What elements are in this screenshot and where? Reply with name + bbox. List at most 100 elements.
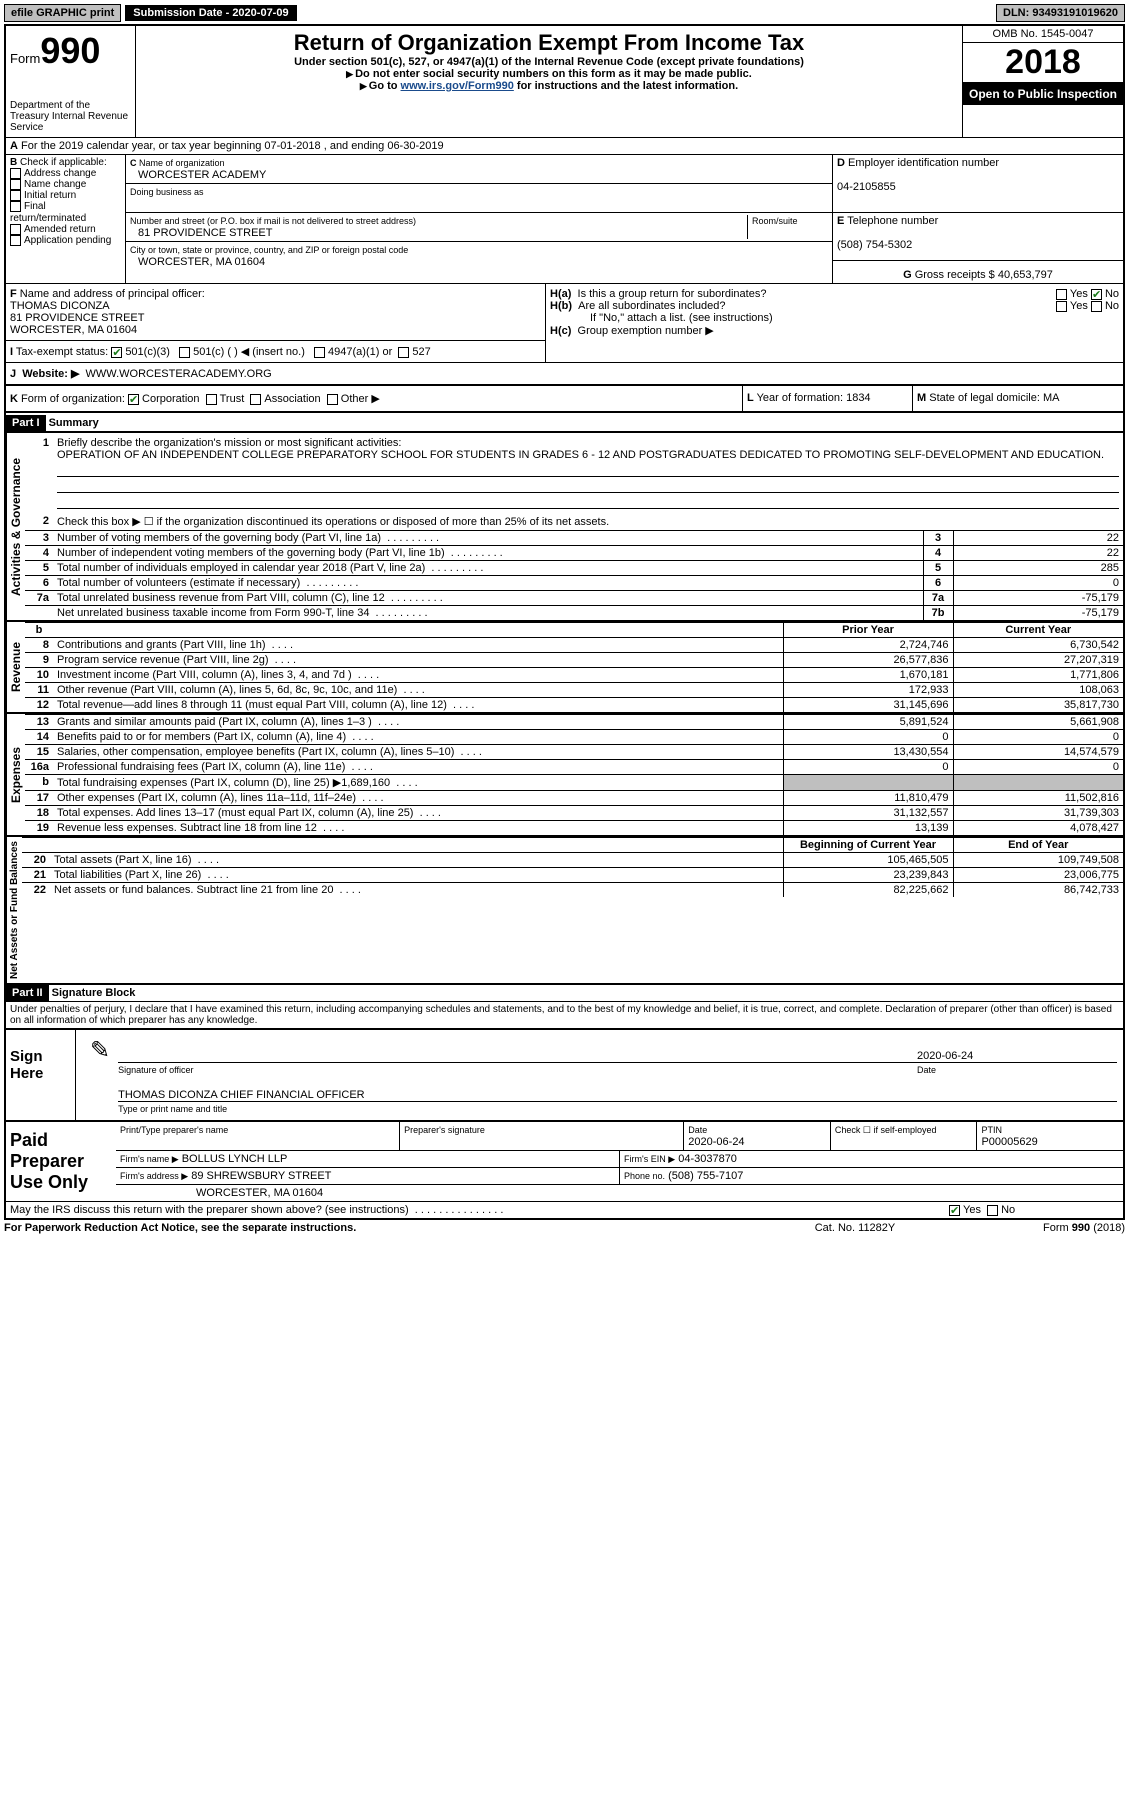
part-1-header: Part I (6, 415, 46, 431)
chk-amended[interactable] (10, 224, 21, 235)
table-row: 15Salaries, other compensation, employee… (25, 745, 1123, 760)
org-city: WORCESTER, MA 01604 (130, 256, 265, 268)
part-1: Part I Summary (6, 413, 1123, 431)
dln: DLN: 93493191019620 (996, 4, 1125, 22)
signature-pen-icon: ✎ (82, 1036, 118, 1114)
chk-final-return[interactable] (10, 201, 21, 212)
irs-link[interactable]: www.irs.gov/Form990 (401, 80, 514, 92)
section-bcdeg: B Check if applicable: Address change Na… (6, 155, 1123, 284)
chk-other[interactable] (327, 394, 338, 405)
chk-hb-yes[interactable] (1056, 301, 1067, 312)
table-row: bTotal fundraising expenses (Part IX, co… (25, 775, 1123, 791)
omb-number: OMB No. 1545-0047 (963, 26, 1123, 43)
col-b-checkboxes: B Check if applicable: Address change Na… (6, 155, 126, 283)
table-row: 16aProfessional fundraising fees (Part I… (25, 760, 1123, 775)
sidetab-exp: Expenses (6, 714, 25, 835)
website: WWW.WORCESTERACADEMY.ORG (86, 368, 272, 380)
efile-print-button[interactable]: efile GRAPHIC print (4, 4, 121, 22)
officer-name: THOMAS DICONZA (10, 300, 110, 312)
sidetab-net: Net Assets or Fund Balances (6, 837, 22, 983)
phone: (508) 754-5302 (837, 239, 912, 251)
firm-ein: 04-3037870 (678, 1153, 737, 1165)
chk-527[interactable] (398, 347, 409, 358)
chk-name-change[interactable] (10, 179, 21, 190)
revenue-table: bPrior YearCurrent Year 8Contributions a… (25, 622, 1123, 712)
row-klm: K Form of organization: Corporation Trus… (6, 386, 1123, 413)
part-2-title: Signature Block (52, 987, 136, 999)
submission-date: Submission Date - 2020-07-09 (125, 5, 296, 21)
perjury-statement: Under penalties of perjury, I declare th… (6, 1001, 1123, 1028)
org-street: 81 PROVIDENCE STREET (130, 227, 272, 239)
table-row: 7aTotal unrelated business revenue from … (25, 591, 1123, 606)
open-to-public: Open to Public Inspection (963, 83, 1123, 105)
row-j-website: J Website: ▶ WWW.WORCESTERACADEMY.ORG (6, 363, 1123, 386)
activities-governance: Activities & Governance 1 Briefly descri… (6, 431, 1123, 620)
sidetab-ag: Activities & Governance (6, 433, 25, 620)
table-row: 14Benefits paid to or for members (Part … (25, 730, 1123, 745)
chk-app-pending[interactable] (10, 235, 21, 246)
mission-text: OPERATION OF AN INDEPENDENT COLLEGE PREP… (57, 449, 1104, 461)
firm-name: BOLLUS LYNCH LLP (182, 1153, 288, 1165)
ptin: P00005629 (981, 1136, 1037, 1148)
row-i-tax-exempt: I Tax-exempt status: 501(c)(3) 501(c) ( … (6, 340, 545, 362)
officer-street: 81 PROVIDENCE STREET (10, 312, 144, 324)
firm-address: 89 SHREWSBURY STREET (191, 1170, 331, 1182)
table-row: 9Program service revenue (Part VIII, lin… (25, 653, 1123, 668)
table-row: 5Total number of individuals employed in… (25, 561, 1123, 576)
form-header: Form990 Department of the Treasury Inter… (6, 26, 1123, 138)
chk-4947[interactable] (314, 347, 325, 358)
net-assets-section: Net Assets or Fund Balances Beginning of… (6, 835, 1123, 985)
table-row: 19Revenue less expenses. Subtract line 1… (25, 821, 1123, 836)
table-row: Net unrelated business taxable income fr… (25, 606, 1123, 621)
revenue-section: Revenue bPrior YearCurrent Year 8Contrib… (6, 620, 1123, 712)
row-a-tax-year: A For the 2019 calendar year, or tax yea… (6, 138, 1123, 155)
officer-city: WORCESTER, MA 01604 (10, 324, 137, 336)
chk-corp[interactable] (128, 394, 139, 405)
form-990: Form990 Department of the Treasury Inter… (4, 24, 1125, 1220)
expenses-table: 13Grants and similar amounts paid (Part … (25, 714, 1123, 835)
chk-trust[interactable] (206, 394, 217, 405)
tax-year: 2018 (963, 43, 1123, 83)
chk-discuss-no[interactable] (987, 1205, 998, 1216)
chk-address-change[interactable] (10, 168, 21, 179)
table-row: 12Total revenue—add lines 8 through 11 (… (25, 698, 1123, 713)
table-row: 20Total assets (Part X, line 16) . . . .… (22, 853, 1123, 868)
table-row: 17Other expenses (Part IX, column (A), l… (25, 791, 1123, 806)
form-number: Form990 (10, 30, 131, 72)
table-row: 10Investment income (Part VIII, column (… (25, 668, 1123, 683)
discuss-row: May the IRS discuss this return with the… (6, 1201, 1123, 1218)
part-2: Part II Signature Block (6, 985, 1123, 1001)
chk-ha-yes[interactable] (1056, 289, 1067, 300)
firm-phone: (508) 755-7107 (668, 1170, 743, 1182)
table-row: 8Contributions and grants (Part VIII, li… (25, 638, 1123, 653)
signature-block: Sign Here ✎ 2020-06-24 Signature of offi… (6, 1028, 1123, 1120)
chk-initial-return[interactable] (10, 190, 21, 201)
table-row: 18Total expenses. Add lines 13–17 (must … (25, 806, 1123, 821)
table-row: 6Total number of volunteers (estimate if… (25, 576, 1123, 591)
section-fh: F Name and address of principal officer:… (6, 284, 1123, 363)
ag-table: 3Number of voting members of the governi… (25, 530, 1123, 620)
chk-assoc[interactable] (250, 394, 261, 405)
sig-date: 2020-06-24 (917, 1050, 1117, 1062)
table-row: 21Total liabilities (Part X, line 26) . … (22, 868, 1123, 883)
top-bar: efile GRAPHIC print Submission Date - 20… (4, 4, 1125, 22)
table-row: 4Number of independent voting members of… (25, 546, 1123, 561)
form-subtitle-3: Go to www.irs.gov/Form990 for instructio… (140, 80, 958, 92)
part-1-title: Summary (49, 417, 99, 429)
chk-ha-no[interactable] (1091, 289, 1102, 300)
ein: 04-2105855 (837, 181, 896, 193)
gross-receipts: 40,653,797 (998, 269, 1053, 281)
chk-501c[interactable] (179, 347, 190, 358)
chk-501c3[interactable] (111, 347, 122, 358)
chk-hb-no[interactable] (1091, 301, 1102, 312)
footer: For Paperwork Reduction Act Notice, see … (4, 1220, 1125, 1234)
firm-city: WORCESTER, MA 01604 (116, 1185, 1123, 1201)
table-row: 3Number of voting members of the governi… (25, 531, 1123, 546)
state-domicile: MA (1043, 392, 1060, 404)
year-formation: 1834 (846, 392, 870, 404)
chk-discuss-yes[interactable] (949, 1205, 960, 1216)
paid-preparer-block: Paid Preparer Use Only Print/Type prepar… (6, 1120, 1123, 1201)
officer-name-title: THOMAS DICONZA CHIEF FINANCIAL OFFICER (118, 1089, 365, 1101)
org-name: WORCESTER ACADEMY (130, 169, 266, 181)
table-row: 22Net assets or fund balances. Subtract … (22, 883, 1123, 898)
